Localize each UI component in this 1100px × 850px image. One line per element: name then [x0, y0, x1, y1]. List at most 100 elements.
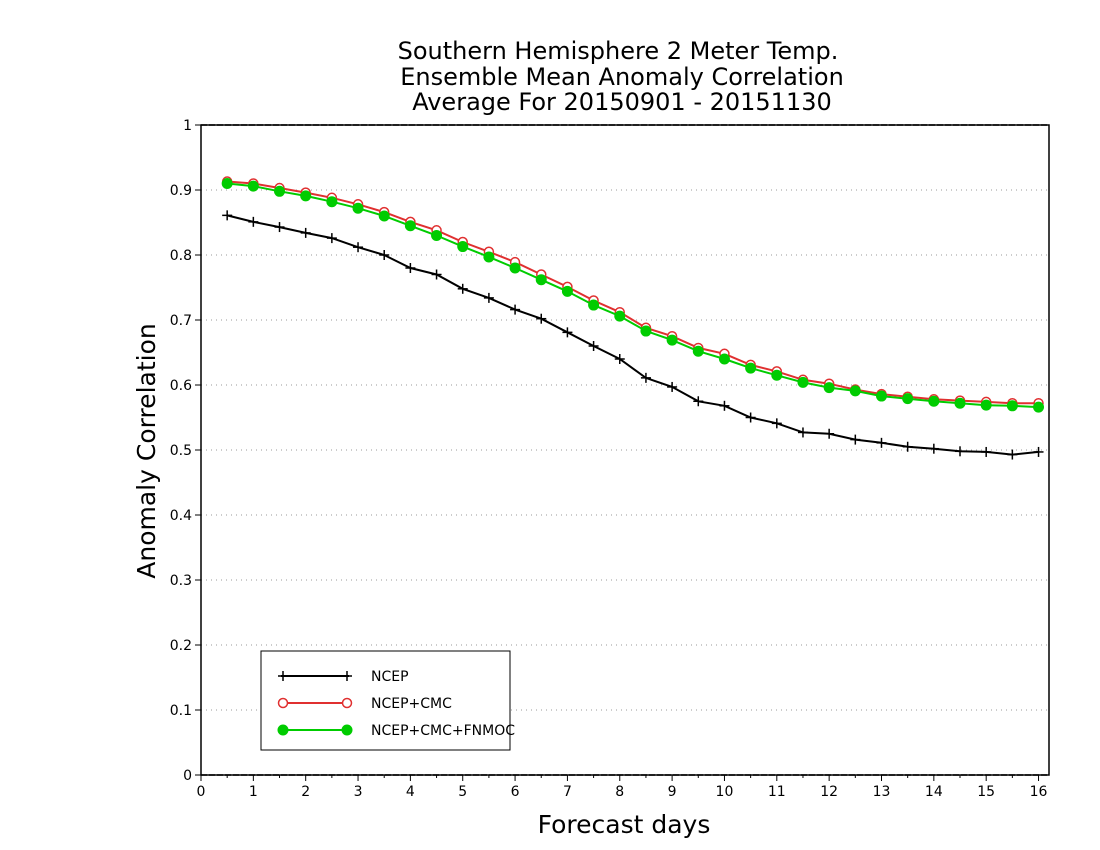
x-axis-title: Forecast days	[538, 810, 711, 839]
x-tick-label: 10	[716, 784, 734, 800]
data-point	[457, 283, 468, 294]
data-point	[1006, 400, 1018, 412]
legend-entry-2: NCEP+CMC+FNMOC	[277, 723, 515, 739]
legend-label: NCEP+CMC	[371, 696, 452, 712]
data-point	[980, 399, 992, 411]
data-point	[562, 327, 573, 338]
data-point	[797, 427, 808, 438]
axes: 00.10.20.30.40.50.60.70.80.910 1 2 3 4 5 6 7 8 9 1…	[170, 118, 1050, 800]
x-tick-label: 11	[768, 784, 786, 800]
y-tick-label: 0.6	[170, 378, 192, 394]
data-point	[509, 262, 521, 274]
data-point	[850, 434, 861, 445]
y-tick-label: 0.2	[170, 638, 192, 654]
chart-title-line-3: Average For 20150901 - 20151130	[412, 88, 832, 116]
data-point	[353, 242, 364, 253]
x-tick-label: 16	[1030, 784, 1048, 800]
data-point	[693, 396, 704, 407]
legend-entry-0: NCEP	[278, 669, 409, 685]
y-tick-label: 0	[183, 768, 192, 784]
data-point	[745, 412, 756, 423]
data-point	[352, 202, 364, 214]
series-2	[221, 178, 1045, 413]
data-point	[326, 196, 338, 208]
legend-marker	[277, 724, 289, 736]
data-point	[719, 400, 730, 411]
chart-title-line-2: Ensemble Mean Anomaly Correlation	[400, 63, 844, 91]
data-point	[221, 178, 233, 189]
data-point	[954, 397, 966, 409]
data-point	[274, 185, 286, 197]
data-point	[535, 274, 547, 286]
x-tick-label: 13	[873, 784, 891, 800]
data-point	[614, 310, 626, 322]
x-tick-label: 6	[511, 784, 520, 800]
y-tick-label: 0.7	[170, 313, 192, 329]
data-point	[640, 325, 652, 337]
data-point	[588, 341, 599, 351]
data-point	[300, 190, 312, 202]
data-point	[823, 382, 835, 394]
y-tick-label: 0.1	[170, 703, 192, 719]
data-point	[771, 418, 782, 429]
legend-marker	[277, 697, 289, 709]
data-point	[928, 395, 940, 407]
data-point	[431, 230, 443, 241]
data-point	[483, 292, 494, 303]
chart-title-line-1: Southern Hemisphere 2 Meter Temp.	[398, 37, 839, 65]
x-tick-label: 1	[249, 784, 258, 800]
data-point	[588, 299, 600, 311]
data-point	[300, 227, 311, 238]
data-point	[666, 334, 678, 346]
data-point	[1007, 449, 1018, 460]
data-point	[667, 381, 678, 392]
y-tick-label: 0.9	[170, 183, 192, 199]
data-point	[378, 210, 390, 222]
data-point	[404, 220, 416, 232]
legend-label: NCEP+CMC+FNMOC	[371, 723, 515, 739]
data-point	[510, 304, 521, 315]
data-point	[902, 441, 913, 452]
data-point	[692, 345, 704, 357]
x-tick-label: 0	[197, 784, 206, 800]
data-point	[928, 443, 939, 454]
data-point	[379, 250, 390, 260]
data-point	[824, 428, 835, 439]
x-tick-label: 2	[301, 784, 310, 800]
y-tick-label: 1	[183, 118, 192, 134]
data-point	[222, 210, 233, 221]
data-point	[981, 446, 992, 457]
x-tick-label: 8	[615, 784, 624, 800]
legend-label: NCEP	[371, 669, 409, 685]
y-tick-label: 0.8	[170, 248, 192, 264]
data-point	[561, 285, 573, 297]
data-point	[718, 353, 730, 365]
data-point	[483, 251, 495, 263]
data-point	[849, 385, 861, 397]
legend: NCEP NCEP+CMC NCEP+CMC+FNMOC	[260, 650, 515, 751]
legend-marker	[342, 671, 352, 681]
x-tick-label: 9	[668, 784, 677, 800]
x-tick-label: 15	[977, 784, 995, 800]
x-tick-label: 12	[820, 784, 838, 800]
data-point	[640, 372, 651, 383]
data-point	[771, 369, 783, 381]
data-point	[1033, 401, 1045, 413]
x-tick-label: 7	[563, 784, 572, 800]
data-point	[875, 390, 887, 402]
data-point	[274, 222, 285, 233]
data-point	[248, 216, 259, 227]
data-point	[955, 446, 966, 457]
series-group	[221, 176, 1045, 460]
x-tick-label: 5	[458, 784, 467, 800]
y-tick-label: 0.4	[170, 508, 192, 524]
legend-marker	[278, 671, 288, 681]
legend-marker	[341, 697, 353, 709]
data-point	[614, 354, 625, 364]
data-point	[431, 269, 442, 280]
legend-entry-1: NCEP+CMC	[277, 696, 452, 712]
series-0	[222, 210, 1044, 460]
legend-box	[260, 650, 511, 751]
data-point	[326, 233, 337, 244]
